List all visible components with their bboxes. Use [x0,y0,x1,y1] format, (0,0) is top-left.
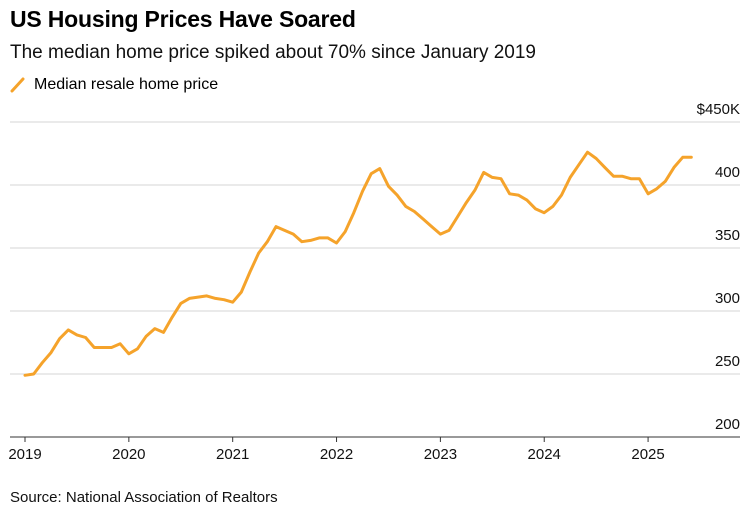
data-point [543,211,546,214]
data-point [257,251,260,255]
data-point [620,174,624,178]
legend-line-icon [10,77,25,93]
series-line [23,150,693,377]
y-tick-label: 350 [715,227,740,244]
data-point [352,211,356,214]
data-point [231,300,234,304]
data-point [136,347,139,350]
data-point [110,346,113,349]
data-point [283,229,286,232]
data-point [222,298,226,301]
data-point [612,174,615,178]
data-point [49,351,53,354]
data-point [482,171,485,174]
data-point [309,239,312,242]
data-point [387,185,390,188]
data-point [378,167,382,170]
data-point [214,297,217,300]
data-point [369,172,373,175]
data-point [118,342,122,345]
data-point [153,327,157,330]
data-point [508,192,511,196]
data-point [439,232,442,236]
data-point [465,201,468,204]
data-point [196,295,200,299]
legend: Median resale home price [10,76,218,94]
data-point [473,188,477,192]
data-point [413,210,416,213]
data-point [144,335,148,338]
data-point [447,229,451,232]
data-point [343,230,347,233]
chart-subtitle: The median home price spiked about 70% s… [10,42,536,63]
x-tick-label: 2022 [320,446,353,463]
x-tick-label: 2023 [424,446,457,463]
data-point [568,176,572,179]
chart-title: US Housing Prices Have Soared [10,6,356,32]
data-point [560,193,563,197]
data-point [395,193,399,197]
data-point [421,217,425,221]
data-point [93,346,96,349]
data-point [170,316,174,319]
data-point [681,156,684,159]
y-tick-label: 300 [715,290,740,307]
line-chart: 200 250 300 350 400 $450K 2019 2020 2021 2022 2023… [8,101,740,463]
data-point [162,331,165,334]
y-tick-label: 250 [715,353,740,370]
data-point [655,187,658,190]
data-point [274,225,278,228]
data-point [664,180,667,183]
x-tick-label: 2019 [8,446,41,463]
data-point [58,337,61,340]
y-tick-label: 200 [715,416,740,433]
legend-label: Median resale home price [34,76,219,93]
data-point [292,232,295,236]
data-point [517,193,520,197]
data-point [629,177,632,180]
data-point [586,151,589,154]
data-point [672,166,676,169]
data-point [456,215,459,218]
data-point [240,290,243,294]
data-point [67,328,70,332]
data-point [101,346,105,349]
data-point [404,205,407,208]
data-point [646,192,650,196]
data-point [361,190,364,193]
y-tick-label: 400 [715,164,740,181]
data-point [205,294,208,298]
data-point [84,336,87,339]
data-point [534,207,537,211]
data-point [179,302,182,305]
y-tick-label: $450K [697,101,740,118]
data-point [32,372,35,376]
data-point [23,374,27,377]
data-point [491,176,494,179]
data-point [326,236,330,240]
data-point [127,352,131,356]
data-point [638,177,641,180]
data-point [300,240,304,243]
data-point [594,157,598,160]
data-point [188,297,191,300]
data-point [499,177,503,180]
x-tick-label: 2020 [112,446,145,463]
data-point [551,205,555,208]
data-point [603,166,607,169]
data-point [335,241,338,245]
source-note: Source: National Association of Realtors [10,489,278,506]
data-point [248,270,252,274]
data-point [41,361,44,364]
data-point [75,333,79,337]
x-tick-label: 2025 [631,446,664,463]
data-point [266,240,269,243]
data-point [577,163,581,167]
data-point [318,236,321,240]
data-point [430,225,433,228]
data-point [525,198,529,202]
x-tick-label: 2024 [528,446,561,463]
data-point [690,156,693,159]
x-tick-label: 2021 [216,446,249,463]
